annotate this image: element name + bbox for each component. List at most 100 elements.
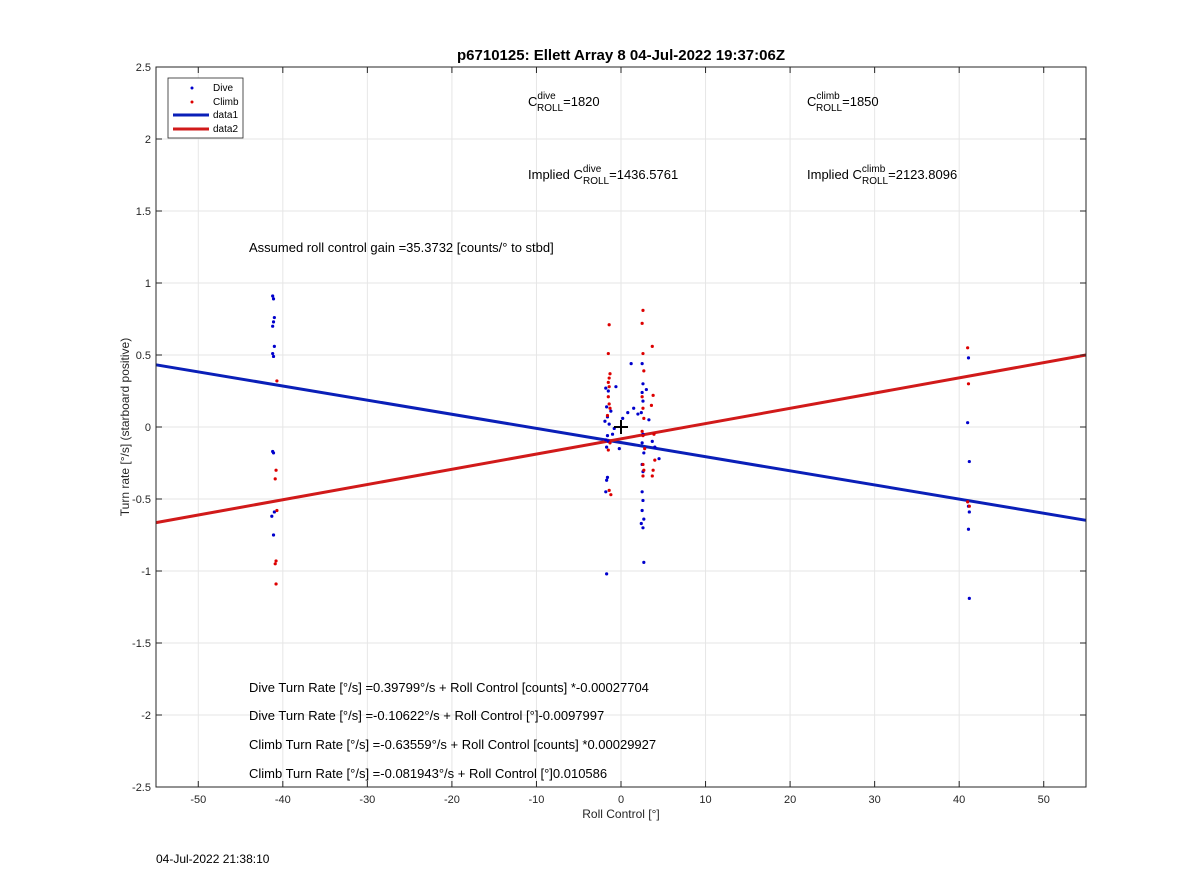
series-dive-point [639, 521, 643, 526]
x-tick-label: -30 [359, 794, 375, 806]
x-tick-label: 0 [618, 794, 624, 806]
series-dive-point [640, 490, 644, 494]
series-climb-point [641, 434, 645, 438]
series-data2-line [155, 353, 1087, 525]
series-climb-point [607, 385, 611, 389]
series-climb-point [966, 346, 970, 350]
y-tick-label: 1.5 [136, 206, 151, 218]
series-dive-point [966, 527, 971, 531]
x-tick-label: 20 [784, 794, 796, 806]
series-dive-point [641, 526, 645, 530]
y-tick-label: -2.5 [132, 782, 151, 794]
series-climb-point [641, 351, 645, 356]
series-data1-line [155, 363, 1087, 522]
series-climb-point [607, 376, 611, 380]
implied-c-roll-dive-annotation: Implied Cdive ROLL=1436.5761 [528, 164, 678, 187]
dive-equation-degrees: Dive Turn Rate [°/s] =-0.10622°/s + Roll… [249, 708, 604, 723]
series-dive-point [647, 418, 651, 422]
series-dive-point [271, 451, 276, 455]
series-dive-point [607, 422, 611, 426]
x-tick-label: -20 [444, 794, 460, 806]
series-dive-point [605, 434, 610, 438]
y-tick-label: -2 [141, 710, 151, 722]
series-climb-point [274, 582, 278, 586]
series-climb-point [640, 429, 644, 433]
y-tick-label: 1 [145, 278, 151, 290]
x-tick-label: -50 [190, 794, 206, 806]
series-climb-point [967, 504, 971, 508]
x-axis-label: Roll Control [°] [582, 807, 660, 821]
legend-data1-label: data1 [213, 110, 238, 121]
series-climb-point [607, 402, 611, 406]
series-dive-point [640, 508, 644, 513]
series-dive-point [271, 324, 275, 328]
series-dive-point [629, 362, 633, 366]
series-dive-point [271, 320, 276, 324]
series-dive-point [967, 510, 971, 514]
series-climb-point [653, 458, 657, 462]
series-dive-point [966, 356, 971, 360]
y-tick-label: 0 [145, 422, 151, 434]
series-climb-point [641, 406, 645, 410]
c-roll-climb-annotation: Cclimb ROLL=1850 [807, 91, 879, 114]
series-dive-point [603, 419, 607, 423]
x-tick-label: -10 [529, 794, 545, 806]
y-tick-label: 2.5 [136, 62, 151, 74]
series-climb-point [649, 403, 654, 407]
series-climb-point [606, 380, 610, 384]
y-tick-label: -1.5 [132, 638, 151, 650]
series-dive-point [650, 439, 654, 443]
series-dive-point [653, 445, 657, 449]
chart-title: p6710125: Ellett Array 8 04-Jul-2022 19:… [457, 47, 785, 64]
y-axis-label: Turn rate [°/s] (starboard positive) [118, 338, 132, 516]
series-climb-point [966, 500, 970, 504]
series-dive-point [605, 572, 609, 576]
series-dive-point [657, 457, 661, 461]
series-dive-point [605, 405, 609, 409]
series-dive-point [626, 411, 630, 415]
series-climb-point [966, 382, 971, 386]
series-climb-point [273, 477, 277, 481]
series-climb-point [606, 448, 610, 452]
legend-climb-label: Climb [213, 97, 239, 108]
implied-c-roll-climb-annotation: Implied Cclimb ROLL=2123.8096 [807, 164, 957, 187]
series-climb-point [642, 468, 646, 472]
y-tick-label: -0.5 [132, 494, 151, 506]
series-climb-point [651, 468, 655, 472]
series-dive-point [604, 438, 608, 442]
axis-ticks: -50 -40 -30 -20 -10 0 10 20 30 40 50-2.5-2-1.5-1-0… [132, 62, 1086, 806]
series-dive-point [640, 390, 644, 395]
series-dive-point [641, 498, 645, 503]
series-climb-point [640, 395, 644, 399]
legend-climb-marker [190, 100, 194, 104]
series-dive-point [605, 478, 609, 482]
series-climb-point [608, 372, 612, 376]
series-climb-point [275, 508, 279, 513]
x-tick-label: 10 [699, 794, 711, 806]
series-dive-point [640, 362, 644, 366]
series-dive-point [639, 411, 643, 415]
series-dive-point [614, 385, 618, 389]
c-roll-dive-annotation: Cdive ROLL=1820 [528, 91, 600, 114]
y-tick-label: -1 [141, 566, 151, 578]
series-dive-point [271, 294, 275, 298]
legend-dive-label: Dive [213, 83, 233, 94]
series-dive-point [605, 445, 609, 449]
footer-timestamp: 04-Jul-2022 21:38:10 [156, 852, 270, 866]
x-tick-label: -40 [275, 794, 291, 806]
series-dive-point [966, 421, 970, 425]
series-dive-point [604, 386, 608, 390]
series-climb-point [607, 323, 611, 327]
series-dive-point [642, 560, 646, 564]
legend-data2-label: data2 [213, 124, 238, 135]
series-climb-point [652, 432, 656, 436]
series-dive-point [272, 315, 276, 320]
series-climb-point [642, 369, 646, 373]
series-climb-point [607, 488, 611, 492]
series-climb-point [641, 474, 645, 478]
series-dive-point [644, 387, 648, 392]
series-dive-point [609, 409, 613, 413]
y-tick-label: 2 [145, 134, 151, 146]
